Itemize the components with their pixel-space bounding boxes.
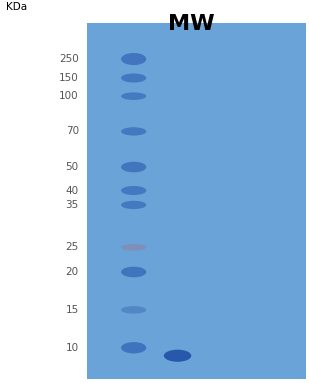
Text: 70: 70 bbox=[66, 126, 79, 136]
Text: 35: 35 bbox=[66, 200, 79, 210]
Ellipse shape bbox=[164, 350, 191, 362]
Text: MW: MW bbox=[168, 13, 215, 34]
Ellipse shape bbox=[121, 244, 146, 251]
Ellipse shape bbox=[121, 342, 146, 354]
Text: 10: 10 bbox=[66, 343, 79, 353]
Text: 50: 50 bbox=[66, 162, 79, 172]
Text: 40: 40 bbox=[66, 185, 79, 195]
Text: 15: 15 bbox=[66, 305, 79, 315]
Text: KDa: KDa bbox=[6, 2, 27, 11]
Ellipse shape bbox=[121, 127, 146, 136]
Ellipse shape bbox=[121, 74, 146, 82]
Ellipse shape bbox=[121, 201, 146, 209]
Ellipse shape bbox=[121, 306, 146, 314]
Ellipse shape bbox=[121, 162, 146, 172]
Ellipse shape bbox=[121, 186, 146, 195]
Text: 150: 150 bbox=[59, 73, 79, 83]
Text: 250: 250 bbox=[59, 54, 79, 64]
Text: 25: 25 bbox=[66, 242, 79, 252]
Ellipse shape bbox=[121, 53, 146, 65]
FancyBboxPatch shape bbox=[87, 23, 306, 379]
Ellipse shape bbox=[121, 92, 146, 100]
Ellipse shape bbox=[121, 267, 146, 277]
Text: 100: 100 bbox=[59, 91, 79, 101]
Text: 20: 20 bbox=[66, 267, 79, 277]
